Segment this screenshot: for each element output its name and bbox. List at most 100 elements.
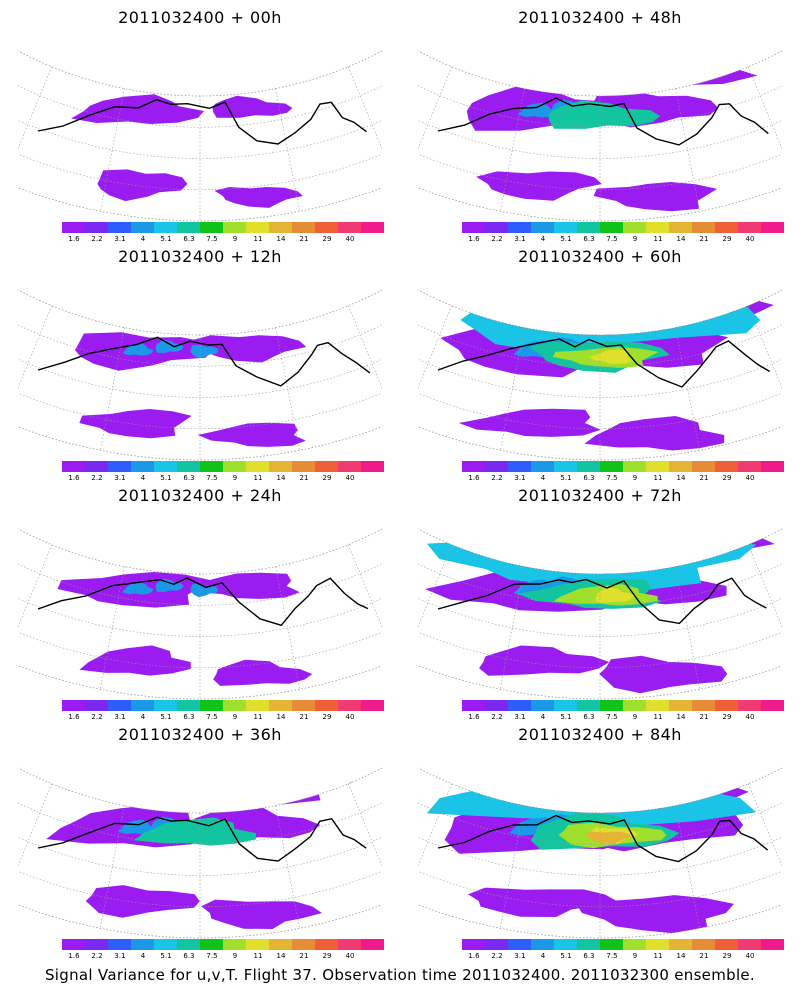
colorbar-swatch bbox=[485, 700, 508, 711]
colorbar-swatch bbox=[485, 461, 508, 472]
colorbar-labels: 1.6 2.2 3.1 4 5.1 6.3 7.5 9 11 14 21 29 40 bbox=[462, 952, 761, 962]
colorbar-tick-label: 14 bbox=[676, 474, 686, 482]
colorbar-swatch bbox=[315, 222, 338, 233]
variance-map bbox=[418, 45, 782, 222]
colorbar-swatch bbox=[554, 939, 577, 950]
colorbar-tick-label: 5.1 bbox=[160, 235, 172, 243]
colorbar-tick-label: 29 bbox=[322, 235, 332, 243]
colorbar-swatch bbox=[669, 700, 692, 711]
colorbar-swatch bbox=[715, 461, 738, 472]
colorbar bbox=[62, 700, 384, 711]
map-boundary bbox=[18, 767, 382, 939]
colorbar-tick-label: 7.5 bbox=[206, 713, 218, 721]
colorbar-swatch bbox=[315, 939, 338, 950]
forecast-panel: 2011032400 + 24h 1.6 2.2 3.1 4 5.1 6.3 7.5 9 11 14… bbox=[0, 478, 400, 723]
colorbar-labels: 1.6 2.2 3.1 4 5.1 6.3 7.5 9 11 14 21 29 40 bbox=[62, 713, 361, 723]
colorbar-tick-label: 9 bbox=[632, 474, 638, 482]
colorbar-swatch bbox=[646, 939, 669, 950]
colorbar-tick-label: 5.1 bbox=[560, 235, 572, 243]
forecast-panel: 2011032400 + 60h 1.6 2.2 3.1 4 5.1 6.3 7.5 9 11 14… bbox=[400, 239, 800, 484]
variance-contour bbox=[599, 655, 728, 694]
variance-contour bbox=[214, 187, 303, 208]
colorbar-tick-label: 40 bbox=[345, 235, 355, 243]
colorbar-swatch bbox=[223, 939, 246, 950]
forecast-panel: 2011032400 + 00h 1.6 2.2 3.1 4 5.1 6.3 7.5 9 11 14… bbox=[0, 0, 400, 245]
colorbar-tick-label: 14 bbox=[676, 952, 686, 960]
colorbar-tick-label: 4 bbox=[140, 952, 146, 960]
colorbar-swatch bbox=[361, 222, 384, 233]
variance-map bbox=[418, 763, 782, 939]
colorbar-tick-label: 21 bbox=[299, 952, 309, 960]
variance-map bbox=[418, 281, 782, 461]
forecast-panel: 2011032400 + 36h 1.6 2.2 3.1 4 5.1 6.3 7.5 9 11 14… bbox=[0, 717, 400, 962]
colorbar-swatch bbox=[315, 700, 338, 711]
colorbar-tick-label: 29 bbox=[722, 235, 732, 243]
variance-contour bbox=[71, 94, 204, 124]
colorbar-swatch bbox=[623, 461, 646, 472]
colorbar-tick-label: 6.3 bbox=[183, 713, 195, 721]
colorbar-tick-label: 5.1 bbox=[160, 713, 172, 721]
colorbar-swatch bbox=[85, 222, 108, 233]
colorbar-swatch bbox=[554, 700, 577, 711]
colorbar-tick-label: 4 bbox=[140, 713, 146, 721]
variance-contour bbox=[593, 182, 718, 212]
colorbar-tick-label: 14 bbox=[276, 474, 286, 482]
colorbar-swatch bbox=[131, 461, 154, 472]
colorbar-swatch bbox=[154, 700, 177, 711]
colorbar-tick-label: 2.2 bbox=[491, 474, 503, 482]
colorbar bbox=[462, 222, 784, 233]
colorbar-tick-label: 7.5 bbox=[606, 952, 618, 960]
colorbar-tick-label: 29 bbox=[722, 713, 732, 721]
colorbar-swatch bbox=[361, 461, 384, 472]
colorbar-swatch bbox=[108, 939, 131, 950]
colorbar-swatch bbox=[600, 939, 623, 950]
map-boundary bbox=[418, 528, 782, 700]
colorbar-swatch bbox=[154, 222, 177, 233]
variance-map bbox=[18, 528, 382, 700]
colorbar-labels: 1.6 2.2 3.1 4 5.1 6.3 7.5 9 11 14 21 29 40 bbox=[62, 474, 361, 484]
variance-contour bbox=[213, 659, 313, 686]
graticule-parallel bbox=[418, 597, 782, 637]
colorbar-tick-label: 21 bbox=[699, 952, 709, 960]
colorbar-tick-label: 4 bbox=[540, 713, 546, 721]
graticule-parallel bbox=[18, 358, 382, 398]
panel-title: 2011032400 + 24h bbox=[118, 486, 282, 505]
variance-map bbox=[418, 524, 782, 700]
colorbar-tick-label: 4 bbox=[140, 235, 146, 243]
coastline bbox=[37, 98, 367, 145]
colorbar-tick-label: 29 bbox=[322, 474, 332, 482]
colorbar bbox=[62, 461, 384, 472]
colorbar-swatch bbox=[462, 700, 485, 711]
colorbar-swatch bbox=[246, 700, 269, 711]
variance-map bbox=[18, 289, 382, 461]
colorbar-tick-label: 2.2 bbox=[91, 235, 103, 243]
colorbar-tick-label: 1.6 bbox=[68, 713, 80, 721]
colorbar bbox=[62, 939, 384, 950]
colorbar-swatch bbox=[200, 939, 223, 950]
forecast-panel: 2011032400 + 72h 1.6 2.2 3.1 4 5.1 6.3 7.5 9 11 14… bbox=[400, 478, 800, 723]
graticule-parallel bbox=[418, 119, 782, 159]
colorbar-tick-label: 7.5 bbox=[206, 474, 218, 482]
map-boundary bbox=[418, 767, 782, 939]
coastline bbox=[37, 336, 371, 387]
variance-contour bbox=[155, 578, 184, 592]
colorbar-swatch bbox=[623, 222, 646, 233]
colorbar-swatch bbox=[108, 700, 131, 711]
colorbar-tick-label: 29 bbox=[722, 474, 732, 482]
colorbar-tick-label: 21 bbox=[299, 235, 309, 243]
colorbar-swatch bbox=[600, 700, 623, 711]
colorbar-swatch bbox=[577, 461, 600, 472]
colorbar-swatch bbox=[531, 939, 554, 950]
colorbar-swatch bbox=[738, 461, 761, 472]
colorbar-tick-label: 11 bbox=[253, 474, 263, 482]
colorbar-tick-label: 7.5 bbox=[206, 235, 218, 243]
variance-contour bbox=[584, 416, 725, 451]
colorbar-tick-label: 7.5 bbox=[206, 952, 218, 960]
variance-contour bbox=[595, 587, 635, 603]
colorbar-swatch bbox=[646, 222, 669, 233]
variance-contour bbox=[85, 885, 200, 918]
panel-title: 2011032400 + 12h bbox=[118, 247, 282, 266]
coastline bbox=[437, 97, 769, 146]
colorbar-swatch bbox=[62, 700, 85, 711]
colorbar-tick-label: 2.2 bbox=[491, 713, 503, 721]
